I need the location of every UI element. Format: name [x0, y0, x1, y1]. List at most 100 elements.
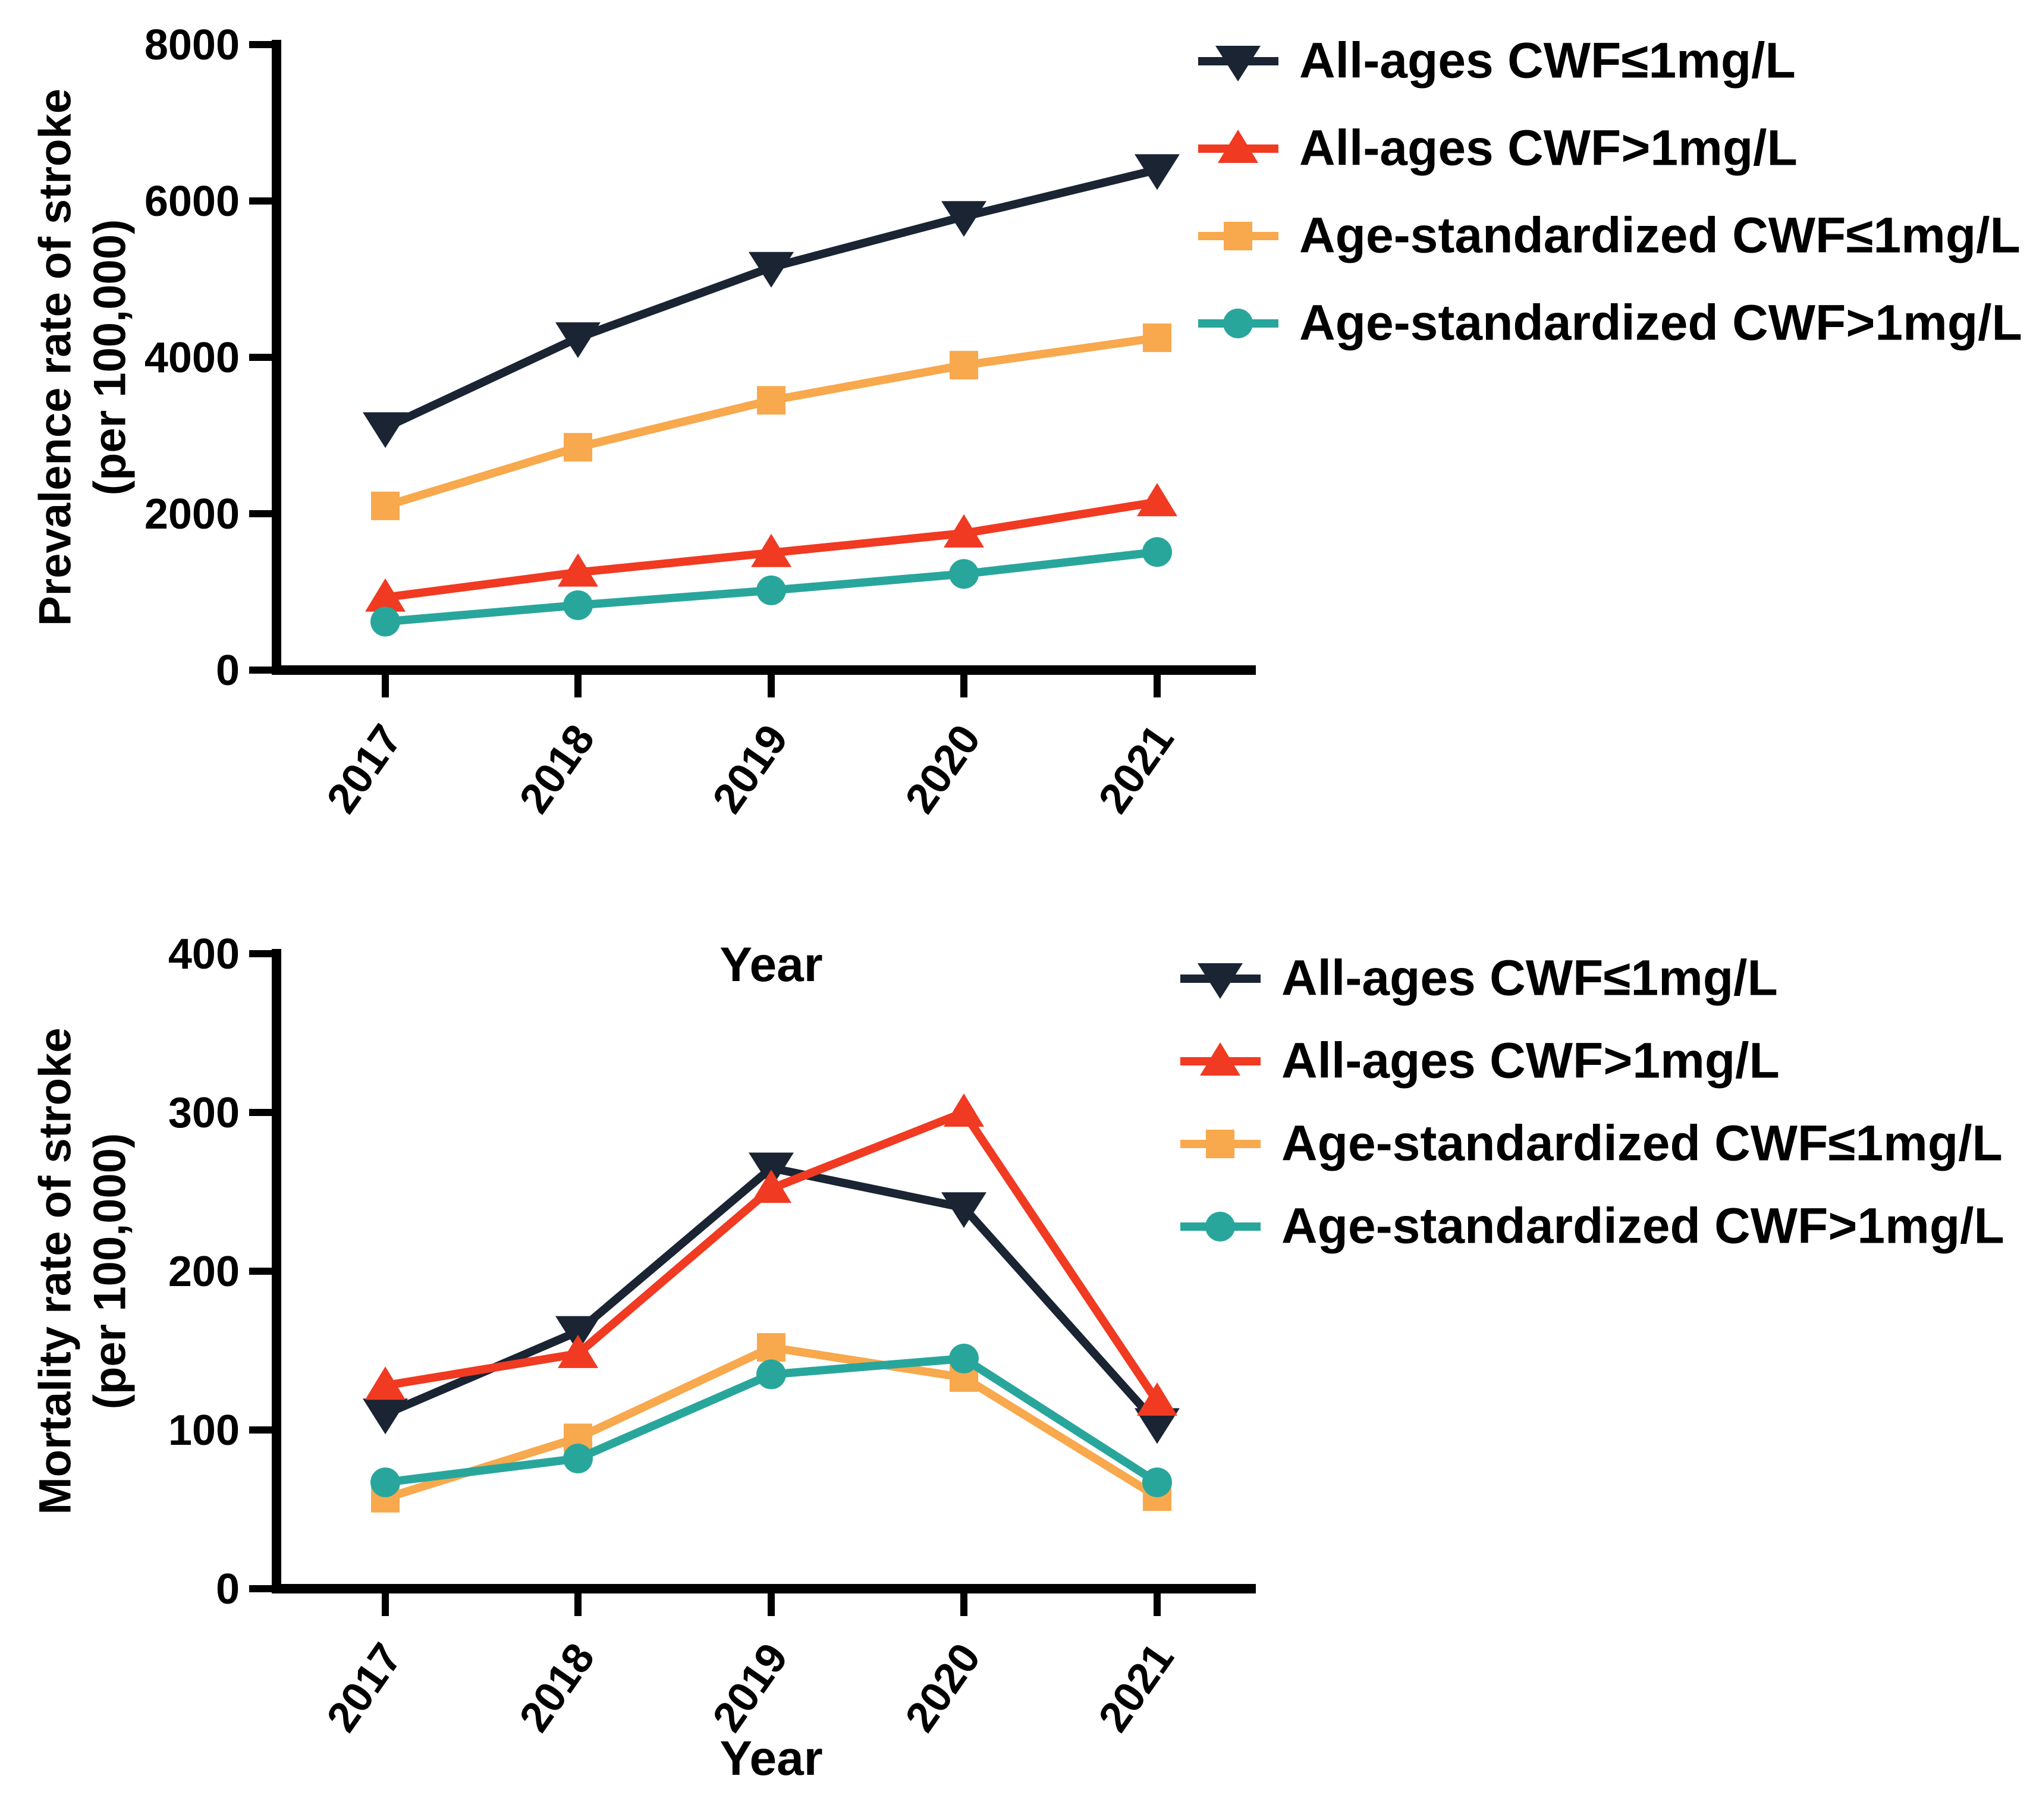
series-marker — [944, 1093, 984, 1127]
series-all-ages-cwf-1mg-l — [365, 483, 1177, 612]
legend-item-all-ages-cwf-1mg-l: All-ages CWF≤1mg/L — [1198, 33, 1796, 89]
x-tick-label: 2019 — [703, 1635, 797, 1740]
x-tick-label: 2020 — [896, 1635, 989, 1740]
legend-label: Age-standardized CWF>1mg/L — [1299, 295, 2022, 351]
legend-triangle-down-icon — [1198, 963, 1243, 999]
series-marker — [1142, 1467, 1172, 1498]
series-all-ages-cwf-1mg-l — [365, 1093, 1177, 1416]
series-age-standardized-cwf-1mg-l — [371, 323, 1171, 520]
legend-item-age-standardized-cwf-1mg-l: Age-standardized CWF≤1mg/L — [1180, 1115, 2003, 1171]
series-marker — [949, 559, 979, 589]
series-marker — [944, 514, 984, 548]
y-tick-label: 300 — [168, 1089, 240, 1137]
y-tick-label: 100 — [168, 1407, 240, 1454]
x-tick-label: 2017 — [318, 1635, 411, 1740]
series-marker — [1137, 1382, 1177, 1416]
axis-spine — [272, 949, 1256, 1593]
series-marker — [756, 1359, 786, 1390]
legend-label: All-ages CWF>1mg/L — [1299, 120, 1798, 176]
series-marker — [558, 1334, 598, 1368]
series-marker — [563, 1444, 593, 1474]
x-axis-title: Year — [719, 938, 822, 992]
legend-label: Age-standardized CWF≤1mg/L — [1281, 1115, 2003, 1171]
mortality-chart: 0 100 200 300 400 2017 2018 2019 2020 2021 Mortali… — [30, 931, 2004, 1786]
series-marker — [757, 386, 785, 415]
series-line — [384, 334, 1158, 510]
series-marker — [757, 1333, 785, 1362]
y-tick-label: 400 — [168, 931, 240, 978]
series-marker — [941, 1192, 986, 1228]
legend-item-age-standardized-cwf-1mg-l: Age-standardized CWF≤1mg/L — [1198, 208, 2021, 263]
y-tick-label: 0 — [216, 647, 240, 694]
y-tick-label: 4000 — [144, 334, 240, 382]
legend-label: Age-standardized CWF≤1mg/L — [1299, 208, 2021, 263]
legend-square-icon — [1206, 1130, 1234, 1158]
legend-label: All-ages CWF>1mg/L — [1281, 1033, 1780, 1089]
legend-label: Age-standardized CWF>1mg/L — [1281, 1198, 2004, 1254]
series-marker — [371, 491, 400, 520]
legend-item-age-standardized-cwf-1mg-l: Age-standardized CWF>1mg/L — [1180, 1198, 2004, 1254]
series-marker — [1142, 537, 1172, 567]
series-marker — [949, 1343, 979, 1373]
series-marker — [365, 578, 406, 612]
legend-circle-icon — [1205, 1212, 1235, 1241]
series-marker — [1143, 323, 1171, 353]
legend: All-ages CWF≤1mg/L All-ages CWF>1mg/L Age-… — [1180, 950, 2004, 1254]
series-marker — [941, 201, 986, 237]
series-marker — [555, 322, 601, 359]
x-tick-label: 2021 — [1089, 716, 1183, 822]
x-tick-label: 2021 — [1089, 1635, 1183, 1740]
y-tick-label: 0 — [216, 1566, 240, 1613]
legend-triangle-up-icon — [1200, 1042, 1240, 1076]
series-marker — [1137, 483, 1177, 517]
legend-triangle-up-icon — [1218, 130, 1258, 163]
series-marker — [363, 1398, 408, 1435]
series-marker — [1135, 154, 1180, 190]
y-axis-title-line2: (per 100,000) — [85, 219, 136, 496]
legend-square-icon — [1224, 222, 1252, 250]
series-marker — [950, 351, 978, 380]
series-marker — [363, 412, 408, 448]
legend: All-ages CWF≤1mg/L All-ages CWF>1mg/L Age-… — [1198, 33, 2022, 351]
series-marker — [751, 533, 791, 567]
x-tick-label: 2017 — [318, 716, 411, 822]
y-tick-label: 6000 — [144, 178, 240, 225]
series-age-standardized-cwf-1mg-l — [370, 1343, 1172, 1498]
y-tick-label: 8000 — [144, 21, 240, 69]
legend-item-all-ages-cwf-1mg-l: All-ages CWF>1mg/L — [1198, 120, 1798, 176]
y-axis-title-line1: Mortality rate of stroke — [30, 1027, 81, 1514]
y-tick-label: 200 — [168, 1248, 240, 1296]
y-tick-label: 2000 — [144, 491, 240, 538]
series-marker — [365, 1366, 406, 1400]
prevalence-chart: 0 2000 4000 6000 8000 2017 2018 2019 2020 2021 Pre… — [30, 21, 2022, 992]
series-marker — [558, 553, 598, 587]
series-marker — [564, 433, 592, 462]
legend-label: All-ages CWF≤1mg/L — [1299, 33, 1796, 89]
legend-item-all-ages-cwf-1mg-l: All-ages CWF>1mg/L — [1180, 1033, 1780, 1089]
axis-spine — [272, 40, 1256, 675]
series-marker — [370, 1467, 400, 1498]
series-marker — [1135, 1408, 1180, 1444]
y-axis-title-line1: Prevalence rate of stroke — [30, 89, 81, 626]
legend-item-all-ages-cwf-1mg-l: All-ages CWF≤1mg/L — [1180, 950, 1778, 1006]
x-tick-label: 2020 — [896, 716, 989, 822]
series-marker — [756, 575, 786, 605]
y-axis-title-line2: (per 100,000) — [85, 1133, 136, 1410]
series-marker — [563, 590, 593, 620]
x-tick-label: 2018 — [510, 716, 604, 822]
legend-item-age-standardized-cwf-1mg-l: Age-standardized CWF>1mg/L — [1198, 295, 2022, 351]
legend-triangle-down-icon — [1215, 46, 1261, 81]
x-tick-label: 2018 — [510, 1635, 604, 1740]
legend-label: All-ages CWF≤1mg/L — [1281, 950, 1778, 1006]
x-axis-title: Year — [719, 1731, 822, 1786]
x-tick-label: 2019 — [703, 716, 797, 822]
legend-circle-icon — [1223, 309, 1253, 338]
series-marker — [370, 606, 400, 637]
series-marker — [751, 1170, 791, 1203]
series-age-standardized-cwf-1mg-l — [370, 537, 1172, 637]
series-all-ages-cwf-1mg-l — [363, 154, 1180, 448]
series-marker — [749, 252, 794, 288]
series-marker — [555, 1316, 601, 1352]
